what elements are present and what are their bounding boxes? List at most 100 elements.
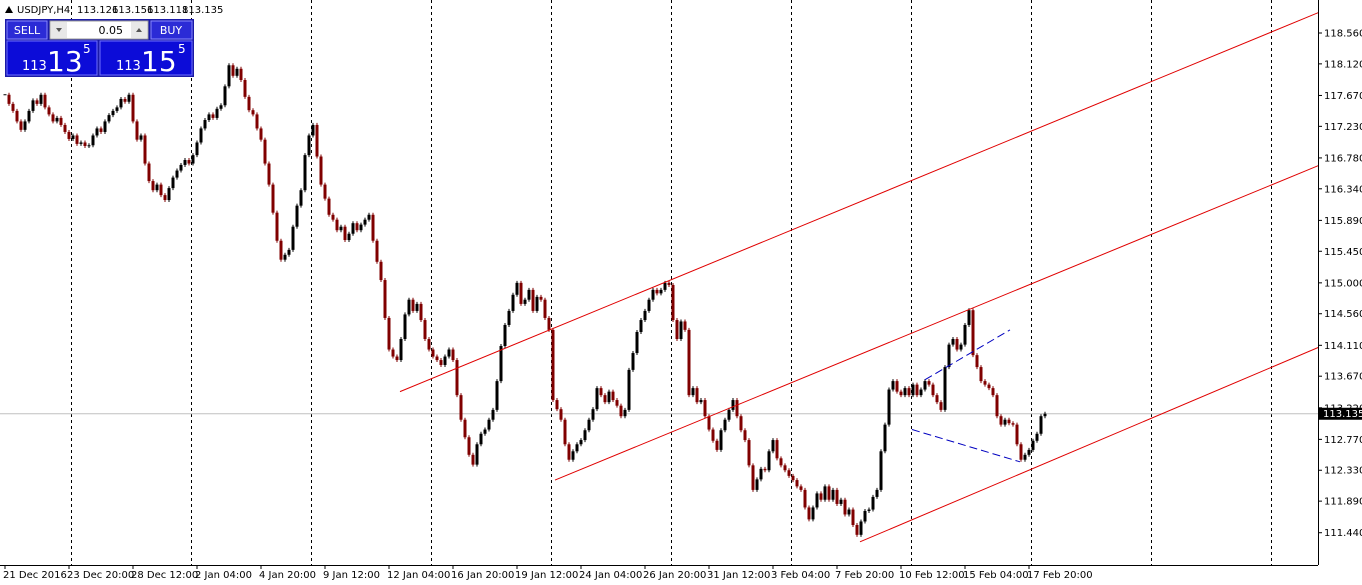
candle [407,299,411,315]
candle [1035,433,1039,441]
candle [251,110,255,115]
candle [199,128,203,143]
candle [651,289,655,300]
sell-button[interactable] [6,20,48,40]
buy-label[interactable]: BUY [160,24,183,37]
candle [435,356,439,361]
x-tick-label: 19 Jan 12:00 [515,570,578,581]
candle [279,240,283,260]
candle [807,507,811,520]
candle [695,388,699,403]
trend-line [911,429,1021,463]
candle [963,324,967,345]
candle [267,163,271,185]
x-tick-label: 4 Jan 20:00 [259,570,316,581]
candle [559,409,563,420]
candle [371,214,375,241]
lot-value[interactable]: 0.05 [99,24,124,37]
candle [499,346,503,382]
candle [871,496,875,510]
candle [463,419,467,438]
collapse-icon[interactable] [5,6,13,13]
candle [23,121,27,130]
candle [1043,413,1047,417]
candle [843,499,847,515]
candle [275,212,279,241]
sell-label[interactable]: SELL [14,24,41,37]
candle [731,400,735,410]
sell-price-box[interactable] [6,40,98,76]
candle [979,367,983,382]
candle [799,486,803,490]
candle [663,282,667,290]
candle [299,190,303,206]
candle [675,320,679,339]
candle [619,405,623,417]
candle [599,388,603,396]
candle [543,299,547,318]
candle [823,486,827,500]
candle [967,310,971,325]
candle [627,369,631,410]
candle [323,184,327,199]
header-low: 113.118 [147,5,188,16]
candle [367,214,371,220]
buy-price-main: 15 [141,45,177,78]
candle [875,489,879,497]
candle [483,429,487,434]
candle [487,419,491,430]
candle [555,400,559,410]
sell-price-sup: 5 [83,42,91,56]
candle [1039,416,1043,434]
symbol: USDJPY,H4 [17,5,70,16]
candle [1015,424,1019,445]
candle [707,416,711,430]
candle [883,424,887,452]
buy-button[interactable] [150,20,193,40]
lot-field[interactable] [49,20,149,40]
candle [723,419,727,431]
candle [811,507,815,520]
candle [919,389,923,396]
x-tick-label: 31 Jan 12:00 [707,570,770,581]
candle [207,114,211,121]
candle [11,103,15,111]
buy-price-box[interactable] [99,40,193,76]
candle [759,468,763,480]
candle [259,128,263,140]
candle [955,339,959,350]
candle [787,470,791,476]
candle [1023,454,1027,460]
candle [431,349,435,357]
candle [311,124,315,136]
candle [839,499,843,504]
candle [495,381,499,410]
trade-panel: SELL 0.05 BUY 113 13 5 113 15 5 [5,19,194,78]
buy-price-big: 113 [116,59,141,74]
candle [915,384,919,396]
candle [939,402,943,410]
candle [31,100,35,111]
y-tick-label: 115.450 [1324,247,1362,258]
trend-line [924,329,1011,381]
candle [143,135,147,164]
candle [167,188,171,201]
header-high: 113.156 [112,5,153,16]
candle [903,388,907,396]
candle [1019,444,1023,460]
candle [287,249,291,255]
y-tick-label: 115.890 [1324,216,1362,227]
candle [91,135,95,146]
candle [423,320,427,339]
candle [687,329,691,396]
candle [859,521,863,535]
candle [399,339,403,361]
header-close: 113.135 [182,5,223,16]
lot-up-icon [136,28,142,32]
y-tick-label: 114.110 [1324,341,1362,352]
candle [959,344,963,350]
candle [443,356,447,365]
candle [155,184,159,191]
